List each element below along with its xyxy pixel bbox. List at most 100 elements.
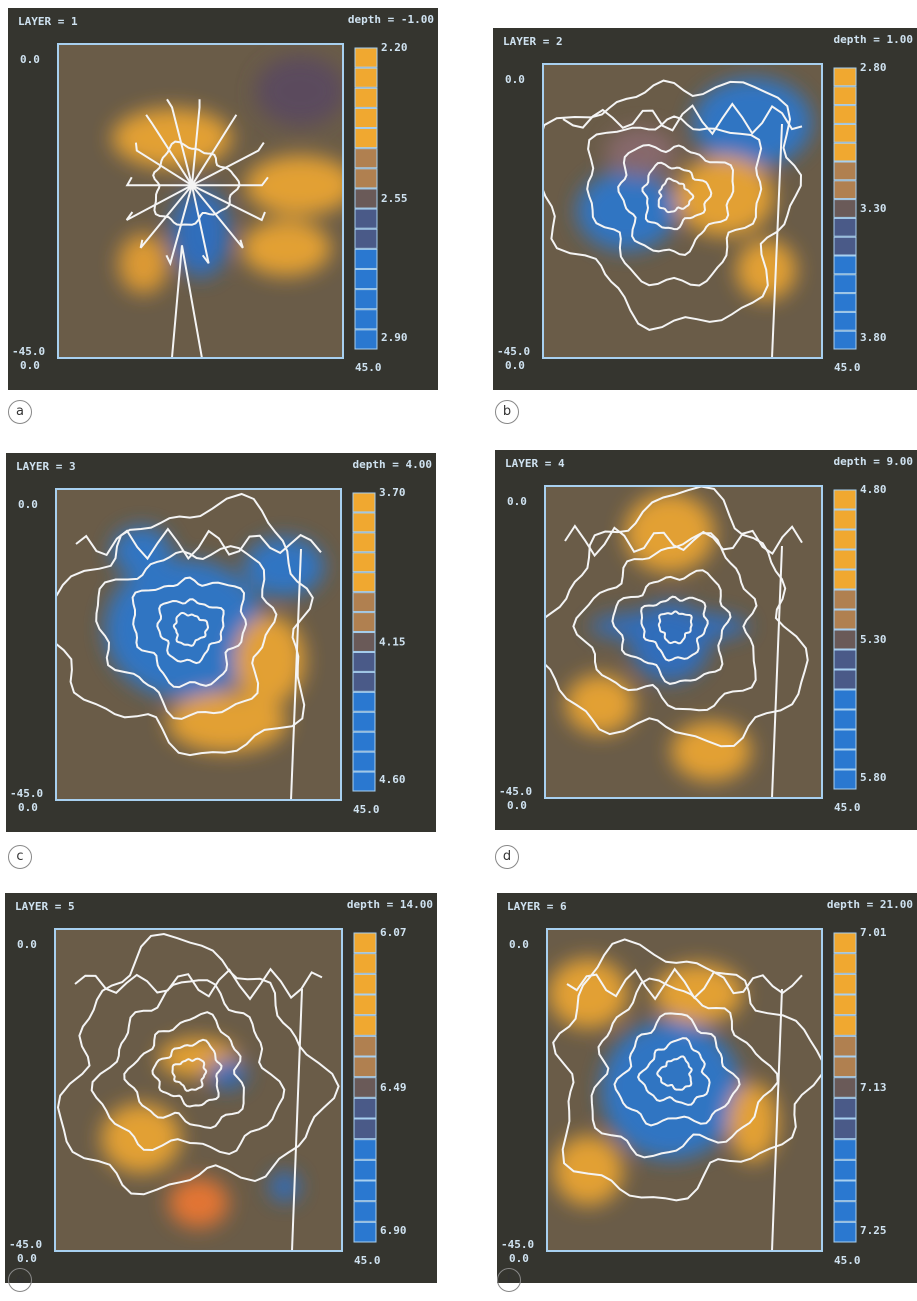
layer-label: LAYER = 6 (507, 900, 567, 913)
axis-label: 45.0 (355, 361, 382, 374)
axis-label: -45.0 (10, 787, 43, 800)
colorbar-cell (834, 954, 856, 974)
colorbar-cell (834, 750, 856, 769)
colorbar-cell (834, 256, 856, 274)
panel-tag: d (495, 845, 519, 869)
colorbar-cell (353, 752, 375, 771)
axis-label: 45.0 (834, 1254, 861, 1267)
colorbar-cell (353, 513, 375, 532)
colorbar-label: 6.07 (380, 926, 407, 939)
colorbar-cell (834, 1016, 856, 1036)
colorbar-cell (834, 312, 856, 330)
colorbar-label: 7.25 (860, 1224, 887, 1237)
colorbar-label: 3.80 (860, 331, 887, 344)
colorbar-label: 4.15 (379, 636, 406, 649)
depth-label: depth = 4.00 (353, 458, 432, 471)
layer-label: LAYER = 2 (503, 35, 563, 48)
colorbar-cell (354, 1078, 376, 1098)
plot-area (44, 489, 342, 800)
axis-label: 45.0 (834, 361, 861, 374)
axis-label: 45.0 (834, 801, 861, 814)
axis-label: -45.0 (499, 785, 532, 798)
axis-label: -45.0 (9, 1238, 42, 1251)
colorbar-cell (834, 530, 856, 549)
colorbar-cell (834, 162, 856, 180)
colorbar-cell (834, 550, 856, 569)
colorbar-label: 2.80 (860, 61, 887, 74)
axis-label: 0.0 (17, 1252, 37, 1265)
colorbar-cell (834, 710, 856, 729)
colorbar-label: 4.60 (379, 773, 406, 786)
anomaly (241, 220, 331, 276)
colorbar-cell (355, 189, 377, 208)
colorbar-cell (353, 672, 375, 691)
colorbar-cell (355, 68, 377, 87)
colorbar-cell (355, 229, 377, 248)
axis-label: 0.0 (20, 359, 40, 372)
colorbar-cell (834, 218, 856, 236)
axis-label: -45.0 (497, 345, 530, 358)
colorbar-cell (834, 630, 856, 649)
colorbar-cell (353, 692, 375, 711)
axis-label: 0.0 (18, 498, 38, 511)
anomaly (169, 1178, 229, 1228)
axis-label: 0.0 (505, 359, 525, 372)
colorbar-cell (355, 48, 377, 67)
colorbar-cell (355, 129, 377, 148)
colorbar-cell (834, 1140, 856, 1160)
colorbar-cell (834, 68, 856, 86)
colorbar-label: 3.30 (860, 202, 887, 215)
colorbar-cell (834, 275, 856, 293)
depth-label: depth = 1.00 (834, 33, 913, 46)
colorbar-cell (834, 1057, 856, 1077)
colorbar-cell (354, 974, 376, 994)
colorbar-cell (355, 88, 377, 107)
map-panel: LAYER = 2 depth = 1.00 2.80 3.30 3.80 0.0-45.… (493, 28, 917, 390)
colorbar-cell (355, 249, 377, 268)
layer-label: LAYER = 4 (505, 457, 565, 470)
depth-label: depth = 9.00 (834, 455, 913, 468)
colorbar-label: 7.01 (860, 926, 887, 939)
colorbar-cell (354, 1098, 376, 1118)
colorbar-cell (834, 770, 856, 789)
colorbar-cell (834, 1098, 856, 1118)
axis-label: 0.0 (507, 495, 527, 508)
colorbar-cell (354, 1160, 376, 1180)
axis-label: 0.0 (509, 1252, 529, 1265)
colorbar-cell (355, 108, 377, 127)
colorbar-cell (834, 1119, 856, 1139)
colorbar-cell (834, 1202, 856, 1222)
panel-tag: c (8, 845, 32, 869)
panel-tag: b (495, 400, 519, 424)
axis-label: 0.0 (507, 799, 527, 812)
colorbar-cell (834, 933, 856, 953)
panel-tag: e (8, 1268, 32, 1292)
colorbar-cell (354, 1202, 376, 1222)
depth-label: depth = -1.00 (348, 13, 434, 26)
colorbar-cell (834, 106, 856, 124)
anomaly (112, 108, 232, 168)
axis-label: 45.0 (354, 1254, 381, 1267)
axis-label: -45.0 (501, 1238, 534, 1251)
anomaly (101, 1103, 181, 1173)
colorbar-label: 2.20 (381, 41, 408, 54)
colorbar-cell (353, 772, 375, 791)
colorbar-cell (834, 730, 856, 749)
colorbar-cell (834, 610, 856, 629)
plot-area (58, 44, 355, 358)
colorbar-cell (834, 1181, 856, 1201)
colorbar-cell (834, 200, 856, 218)
colorbar-cell (353, 633, 375, 652)
colorbar-cell (834, 510, 856, 529)
colorbar-cell (834, 143, 856, 161)
colorbar-cell (834, 124, 856, 142)
colorbar-label: 5.30 (860, 633, 887, 646)
colorbar-cell (355, 149, 377, 168)
depth-label: depth = 14.00 (347, 898, 433, 911)
axis-label: 0.0 (18, 801, 38, 814)
colorbar-cell (354, 933, 376, 953)
colorbar-cell (353, 533, 375, 552)
colorbar-cell (354, 1016, 376, 1036)
colorbar-label: 6.90 (380, 1224, 407, 1237)
